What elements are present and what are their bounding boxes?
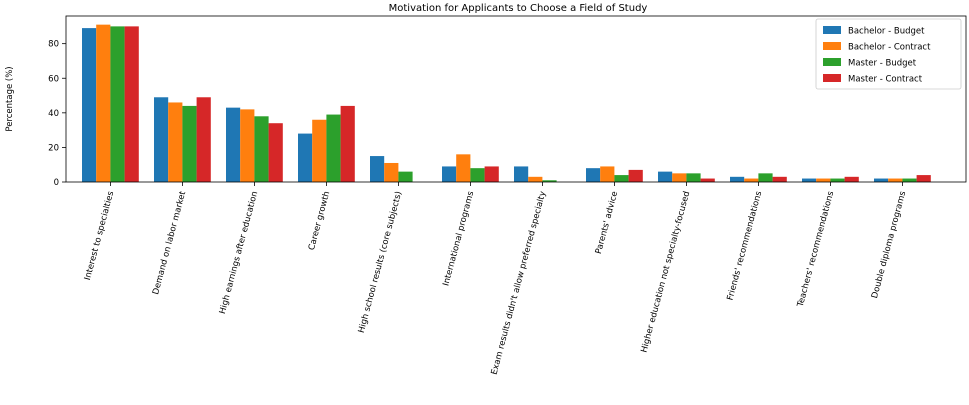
bar: [240, 109, 255, 182]
legend-swatch: [823, 42, 841, 50]
x-tick-label: Friends' recommendations: [726, 190, 765, 302]
y-tick-label: 0: [54, 178, 59, 188]
bar: [628, 169, 643, 182]
legend-swatch: [823, 26, 841, 34]
bar: [182, 105, 197, 182]
bar: [730, 176, 745, 182]
bar: [816, 178, 831, 182]
x-tick-label: Career growth: [307, 190, 332, 251]
bar: [196, 97, 211, 182]
bar: [82, 28, 97, 182]
y-tick-label: 40: [48, 109, 59, 119]
bar: [802, 178, 817, 182]
bar: [658, 171, 673, 182]
y-tick-label: 60: [48, 74, 59, 84]
bar: [96, 24, 111, 183]
bar: [902, 178, 917, 182]
bar: [484, 166, 499, 182]
bar: [758, 173, 773, 182]
bar: [326, 114, 341, 182]
bar: [528, 176, 543, 182]
bar: [298, 133, 313, 182]
bar: [844, 176, 859, 182]
bar: [456, 154, 471, 182]
bar: [442, 166, 457, 182]
chart-title: Motivation for Applicants to Choose a Fi…: [389, 3, 648, 14]
bars: [82, 24, 931, 183]
legend: Bachelor - Budget Bachelor - Contract Mast…: [815, 18, 962, 90]
legend-label: Bachelor - Budget: [848, 27, 925, 37]
y-tick-label: 20: [48, 143, 59, 153]
x-tick-label: High school results (core subjects): [357, 190, 405, 334]
legend-label: Bachelor - Contract: [848, 43, 931, 53]
legend-swatch: [823, 58, 841, 66]
bar: [168, 102, 183, 182]
y-axis-label: Percentage (%): [5, 66, 15, 131]
bar: [398, 171, 413, 182]
bar: [514, 166, 529, 182]
legend-swatch: [823, 74, 841, 82]
x-tick-label: Demand on labor market: [151, 190, 188, 296]
x-ticks: Interest to specialties Demand on labor m…: [83, 182, 908, 376]
bar: [226, 107, 241, 182]
bar: [600, 166, 615, 182]
x-tick-label: Parents' advice: [594, 190, 620, 255]
bar: [254, 116, 269, 182]
bar: [672, 173, 687, 182]
bar: [888, 178, 903, 182]
bar: [470, 168, 485, 182]
x-tick-label: Teachers' recommendations: [795, 190, 836, 309]
legend-label: Master - Budget: [848, 59, 917, 69]
bar: [268, 123, 283, 182]
bar: [384, 162, 399, 182]
bar: [110, 26, 125, 182]
bar: [586, 168, 601, 182]
x-tick-label: International programs: [441, 190, 476, 287]
bar: [614, 175, 629, 182]
bar: [542, 180, 557, 182]
bar: [874, 178, 889, 182]
bar: [312, 119, 327, 182]
bar: [772, 176, 787, 182]
plot-frame: [65, 15, 967, 183]
x-tick-label: Interest to specialties: [83, 190, 117, 282]
x-tick-label: High earnings after education: [218, 190, 260, 315]
y-tick-label: 80: [48, 40, 59, 50]
bar: [700, 178, 715, 182]
bar: [154, 97, 169, 182]
x-tick-label: Higher education not specialty-focused: [639, 190, 692, 354]
bar: [370, 156, 385, 182]
x-tick-label: Exam results didn't allow preferred spec…: [490, 190, 549, 376]
legend-box: [815, 18, 962, 90]
bar: [686, 173, 701, 182]
bar: [340, 105, 355, 182]
bar: [744, 178, 759, 182]
bar: [916, 175, 931, 182]
bar: [124, 26, 139, 182]
legend-label: Master - Contract: [848, 75, 923, 85]
bar: [830, 178, 845, 182]
y-ticks: 0 20 40 60 80: [48, 40, 66, 188]
x-tick-label: Double diploma programs: [870, 190, 908, 300]
